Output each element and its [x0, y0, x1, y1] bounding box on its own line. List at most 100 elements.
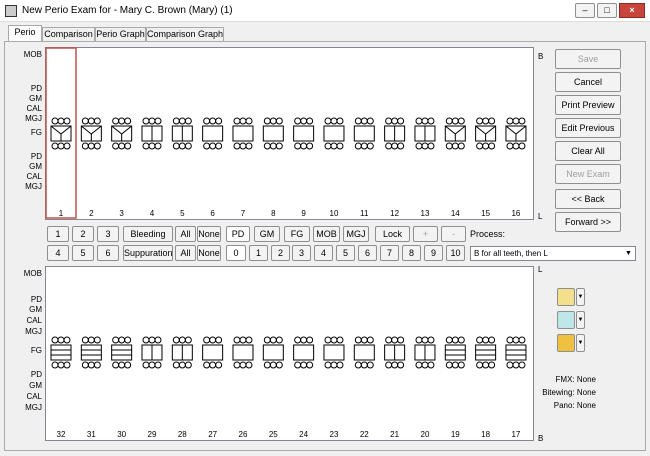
control-button[interactable]: None	[197, 226, 221, 242]
tooth-number[interactable]: 10	[329, 209, 339, 218]
tool-dropdown[interactable]: ▼	[576, 288, 585, 306]
control-button[interactable]: Suppuration	[123, 245, 173, 261]
control-button[interactable]: 2	[72, 226, 94, 242]
tooth-number[interactable]: 15	[481, 209, 491, 218]
tool-dropdown[interactable]: ▼	[576, 311, 585, 329]
tool-icon[interactable]	[557, 288, 575, 306]
close[interactable]: ×	[619, 3, 645, 18]
tooth-number[interactable]: 4	[149, 209, 155, 218]
control-button[interactable]: 10	[446, 245, 465, 261]
tooth-number[interactable]: 22	[359, 430, 369, 439]
tooth-number[interactable]: 20	[420, 430, 430, 439]
tooth-shape	[57, 361, 65, 369]
minimize[interactable]: –	[575, 3, 595, 18]
button[interactable]: Forward >>	[555, 212, 621, 232]
control-button[interactable]: 6	[358, 245, 377, 261]
tooth-shape	[294, 336, 302, 344]
control-button[interactable]: All	[175, 245, 196, 261]
button[interactable]: Clear All	[555, 141, 621, 161]
tooth-shape	[111, 125, 132, 135]
control-button[interactable]: 4	[47, 245, 69, 261]
tooth-number[interactable]: 9	[301, 209, 306, 218]
tooth-shape	[482, 117, 490, 125]
control-button[interactable]: MOB	[313, 226, 340, 242]
tooth-number[interactable]: 19	[450, 430, 460, 439]
control-button[interactable]: 1	[47, 226, 69, 242]
tooth-number[interactable]: 16	[511, 209, 521, 218]
control-button[interactable]: 4	[314, 245, 333, 261]
control-button[interactable]: All	[175, 226, 196, 242]
tooth-shape	[148, 336, 156, 344]
maximize[interactable]: □	[597, 3, 617, 18]
control-button[interactable]: 5	[72, 245, 94, 261]
button[interactable]: Edit Previous	[555, 118, 621, 138]
control-button[interactable]: -	[441, 226, 466, 242]
tooth-number[interactable]: 27	[208, 430, 218, 439]
tooth-number[interactable]: 8	[271, 209, 276, 218]
row-label: MGJ	[25, 403, 42, 412]
tooth-number[interactable]: 13	[420, 209, 430, 218]
button[interactable]: Print Preview	[555, 95, 621, 115]
tab[interactable]: Perio Graph	[95, 27, 146, 41]
control-button[interactable]: PD	[226, 226, 250, 242]
process-dropdown[interactable]: B for all teeth, then L	[470, 246, 636, 261]
control-button[interactable]: 9	[424, 245, 443, 261]
control-button[interactable]: FG	[284, 226, 310, 242]
control-button[interactable]: Bleeding	[123, 226, 173, 242]
tooth-shape	[124, 142, 132, 150]
control-button[interactable]: +	[413, 226, 438, 242]
control-button[interactable]: 3	[97, 226, 119, 242]
tooth-number[interactable]: 28	[177, 430, 187, 439]
tab[interactable]: Comparison Graph	[146, 27, 224, 41]
control-button[interactable]: 8	[402, 245, 421, 261]
control-button[interactable]: 1	[249, 245, 268, 261]
tooth-number[interactable]: 11	[360, 209, 369, 218]
button[interactable]: New Exam	[555, 164, 621, 184]
tooth-number[interactable]: 30	[117, 430, 127, 439]
control-button[interactable]: None	[197, 245, 221, 261]
info-text: FMX: None	[555, 375, 596, 384]
tooth-number[interactable]: 18	[481, 430, 491, 439]
chart-area	[45, 47, 534, 220]
button[interactable]: Cancel	[555, 72, 621, 92]
tooth-number[interactable]: 6	[210, 209, 215, 218]
tooth-number[interactable]: 12	[390, 209, 400, 218]
tooth-number[interactable]: 23	[329, 430, 339, 439]
tooth-shape	[330, 361, 338, 369]
tab[interactable]: Perio	[8, 25, 42, 42]
tooth-number[interactable]: 32	[56, 430, 66, 439]
tooth-shape	[172, 361, 180, 369]
control-button[interactable]: 7	[380, 245, 399, 261]
tooth-number[interactable]: 25	[268, 430, 278, 439]
tooth-number[interactable]: 5	[180, 209, 185, 218]
control-button[interactable]: Lock	[375, 226, 410, 242]
button[interactable]: Save	[555, 49, 621, 69]
tooth-number[interactable]: 14	[450, 209, 460, 218]
tab[interactable]: Comparison	[42, 27, 95, 41]
tooth-number[interactable]: 31	[86, 430, 96, 439]
tooth-number[interactable]: 21	[390, 430, 400, 439]
tooth-number[interactable]: 2	[89, 209, 94, 218]
control-button[interactable]: 5	[336, 245, 355, 261]
button[interactable]: << Back	[555, 189, 621, 209]
tooth-number[interactable]: 24	[299, 430, 309, 439]
control-button[interactable]: 0	[226, 245, 246, 261]
tooth-number[interactable]: 1	[58, 209, 64, 218]
tooth-number[interactable]: 26	[238, 430, 248, 439]
control-button[interactable]: MGJ	[343, 226, 369, 242]
tool-icon[interactable]	[557, 334, 575, 352]
tooth-shape	[275, 142, 283, 150]
tooth-number[interactable]: 7	[240, 209, 246, 218]
control-button[interactable]: 6	[97, 245, 119, 261]
dropdown-arrow[interactable]: ▼	[622, 247, 635, 260]
side-label: B	[538, 52, 544, 61]
control-button[interactable]: 2	[271, 245, 290, 261]
tool-icon[interactable]	[557, 311, 575, 329]
tooth-shape	[482, 361, 490, 369]
tooth-number[interactable]: 17	[511, 430, 521, 439]
control-button[interactable]: 3	[292, 245, 311, 261]
tool-dropdown[interactable]: ▼	[576, 334, 585, 352]
tooth-number[interactable]: 3	[119, 209, 124, 218]
control-button[interactable]: GM	[254, 226, 280, 242]
tooth-number[interactable]: 29	[147, 430, 157, 439]
